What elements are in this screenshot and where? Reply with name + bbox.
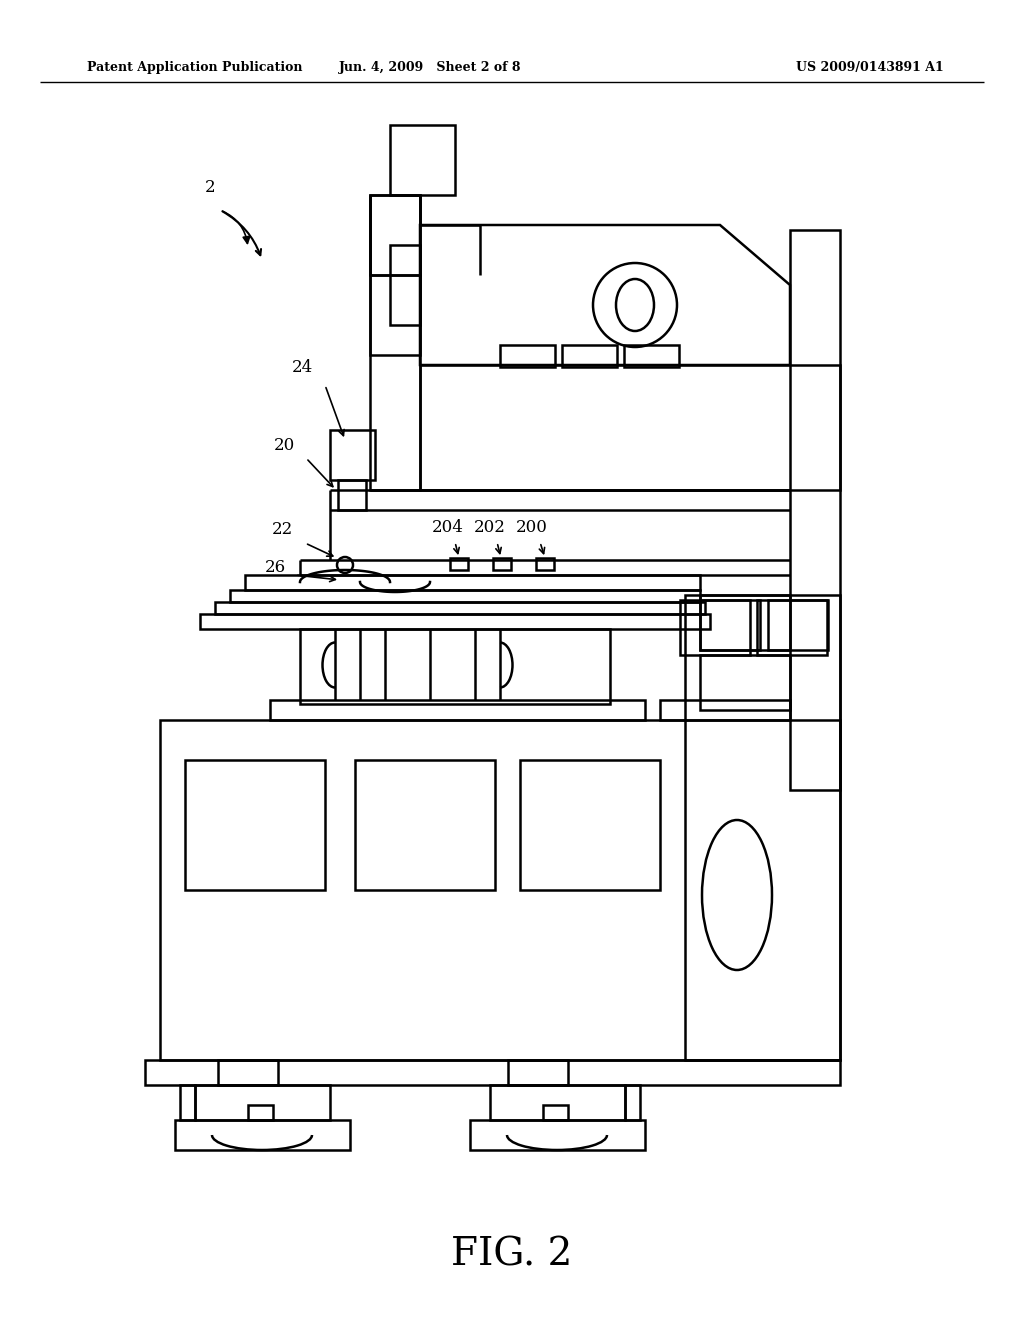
Bar [450, 558, 468, 570]
Bar [370, 195, 420, 355]
Bar [330, 430, 375, 480]
Bar [355, 760, 495, 890]
Bar [200, 614, 710, 630]
Bar [370, 275, 420, 490]
Bar [175, 1119, 350, 1150]
Bar [145, 1060, 840, 1085]
Text: 22: 22 [271, 521, 293, 539]
Bar [543, 1105, 568, 1119]
Bar [660, 700, 790, 719]
FancyArrowPatch shape [222, 211, 250, 243]
Bar [390, 246, 420, 325]
Bar [790, 230, 840, 789]
Bar [500, 345, 555, 367]
Bar [508, 1060, 568, 1085]
Bar [700, 595, 790, 649]
Bar [490, 1085, 625, 1119]
Text: 2: 2 [205, 180, 215, 197]
Bar [300, 630, 610, 704]
Text: 200: 200 [516, 520, 548, 536]
Bar [624, 345, 679, 367]
Bar [562, 345, 617, 367]
Bar [160, 719, 840, 1060]
Bar [700, 601, 760, 649]
Bar [248, 1105, 273, 1119]
Bar [493, 558, 511, 570]
Bar [338, 480, 366, 510]
Bar [390, 125, 455, 195]
Bar [536, 558, 554, 570]
Bar [685, 595, 840, 1060]
Bar [680, 601, 750, 655]
Text: 24: 24 [292, 359, 312, 376]
Bar [370, 195, 420, 275]
Bar [768, 601, 828, 649]
Bar [180, 1085, 195, 1119]
Bar [195, 1085, 330, 1119]
Text: US 2009/0143891 A1: US 2009/0143891 A1 [796, 62, 944, 74]
Text: 26: 26 [264, 560, 286, 577]
Bar [420, 366, 840, 490]
Bar [218, 1060, 278, 1085]
Bar [625, 1085, 640, 1119]
Bar [215, 602, 705, 614]
Bar [230, 590, 700, 602]
Bar [270, 700, 645, 719]
Text: FIG. 2: FIG. 2 [452, 1237, 572, 1274]
Text: 20: 20 [273, 437, 295, 454]
Bar [470, 1119, 645, 1150]
Bar [757, 601, 827, 655]
Bar [245, 576, 700, 590]
Text: Jun. 4, 2009   Sheet 2 of 8: Jun. 4, 2009 Sheet 2 of 8 [339, 62, 521, 74]
Bar [520, 760, 660, 890]
Text: Patent Application Publication: Patent Application Publication [87, 62, 302, 74]
Text: 202: 202 [474, 520, 506, 536]
Bar [185, 760, 325, 890]
Bar [700, 655, 790, 710]
Text: 204: 204 [432, 520, 464, 536]
